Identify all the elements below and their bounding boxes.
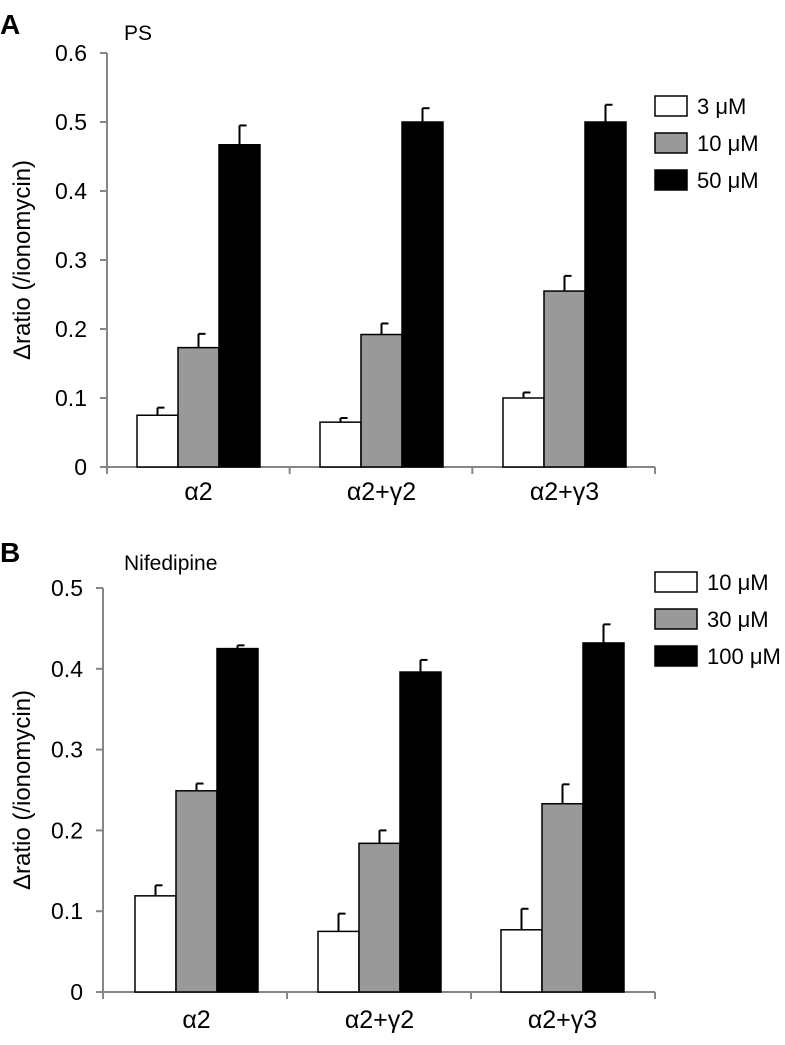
bar (358, 842, 401, 993)
y-tick-label: 0.4 (55, 178, 87, 204)
panel-title: Nifedipine (124, 552, 217, 575)
bar (582, 642, 625, 993)
y-tick-label: 0.1 (51, 898, 83, 924)
legend-label: 100 μM (707, 644, 781, 669)
legend-label: 10 μM (707, 570, 769, 595)
x-category-label: α2+γ2 (345, 1006, 414, 1034)
legend-label: 30 μM (707, 607, 769, 632)
x-category-label: α2 (182, 1006, 210, 1034)
bar (399, 671, 442, 993)
y-tick-label: 0 (70, 979, 83, 1005)
y-tick-label: 0.2 (55, 316, 87, 342)
y-tick-label: 0.1 (55, 385, 87, 411)
legend-swatch (654, 95, 688, 117)
bar (218, 144, 261, 468)
legend-label: 10 μM (697, 131, 759, 156)
legend-label: 3 μM (697, 94, 746, 119)
bar (401, 121, 444, 468)
bar (502, 397, 545, 468)
x-category-label: α2 (184, 478, 212, 506)
bar (216, 647, 259, 993)
bar (360, 333, 403, 468)
legend-swatch (654, 645, 698, 667)
panel-label: B (0, 537, 20, 568)
bar (543, 290, 586, 468)
panel-title: PS (124, 22, 152, 45)
y-tick-label: 0.4 (51, 656, 83, 682)
y-tick-label: 0.5 (51, 575, 83, 601)
legend-swatch (654, 571, 698, 593)
legend-swatch (654, 132, 688, 154)
y-axis-label: Δratio (/ionomycin) (9, 690, 36, 890)
bar (317, 930, 360, 993)
y-tick-label: 0.6 (55, 40, 87, 66)
x-category-label: α2+γ3 (530, 478, 599, 506)
bar (175, 790, 218, 993)
legend-label: 50 μM (697, 168, 759, 193)
y-tick-label: 0.5 (55, 109, 87, 135)
y-tick-label: 0.2 (51, 817, 83, 843)
y-axis-label: Δratio (/ionomycin) (9, 160, 36, 360)
panel-label: A (0, 9, 20, 40)
bar (136, 414, 179, 468)
x-category-label: α2+γ3 (528, 1006, 597, 1034)
legend-swatch (654, 169, 688, 191)
legend-swatch (654, 608, 698, 630)
bar (319, 421, 362, 468)
bar (177, 346, 220, 468)
bar (500, 929, 543, 993)
panel-b: B Nifedipine Δratio (/ionomycin) 0 0.1 0.2 0.3… (0, 537, 781, 1034)
bar (584, 121, 627, 468)
x-category-label: α2+γ2 (347, 478, 416, 506)
bar (541, 802, 584, 993)
panel-a: A PS Δratio (/ionomycin) 0 0.1 0.2 0.3 0.4 0.5 0.… (0, 9, 759, 506)
bar (134, 895, 177, 993)
y-tick-label: 0.3 (55, 247, 87, 273)
y-tick-label: 0.3 (51, 737, 83, 763)
y-tick-label: 0 (74, 454, 87, 480)
